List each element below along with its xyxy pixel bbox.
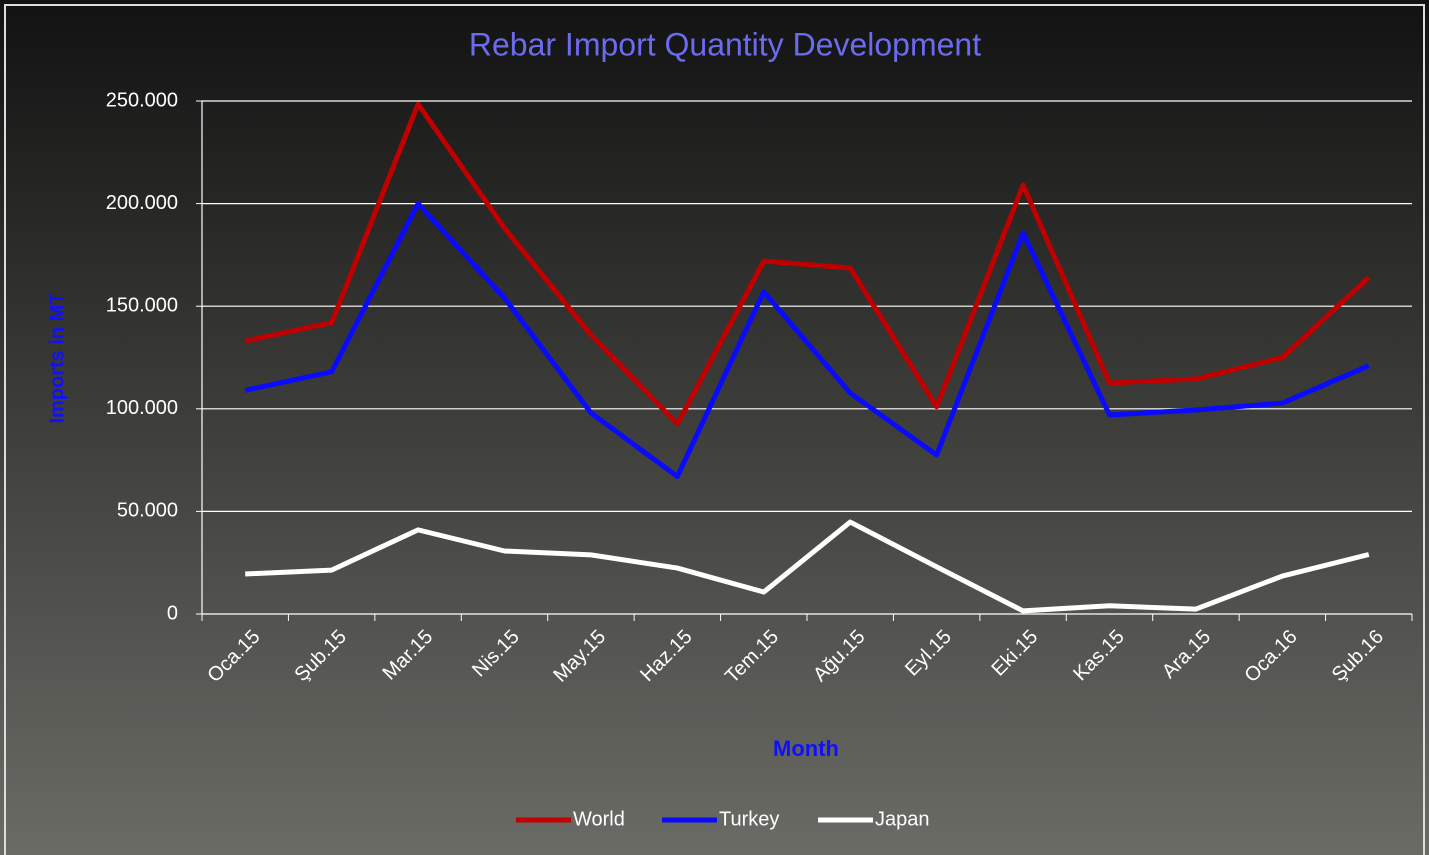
legend-label: Japan [875,808,930,830]
y-tick-label: 250.000 [106,89,178,111]
y-tick-label: 100.000 [106,397,178,419]
y-axis-label: Imports in MT [46,292,68,423]
series-line [245,519,1370,614]
series-line [244,101,1371,427]
chart-title: Rebar Import Quantity Development [469,26,981,62]
series-line [244,201,1370,480]
y-tick-label: 200.000 [106,192,178,214]
y-tick-label: 50.000 [117,500,178,522]
frame [4,4,1425,855]
legend-label: Turkey [719,808,779,830]
y-tick-label: 0 [167,602,178,624]
y-tick-label: 150.000 [106,294,178,316]
x-axis-label: Month [773,736,839,761]
legend-label: World [573,808,625,830]
